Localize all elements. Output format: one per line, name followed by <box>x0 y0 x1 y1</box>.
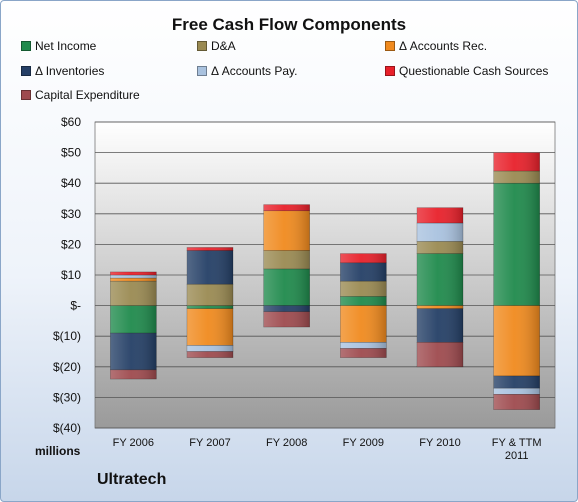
x-tick-label: FY 2006 <box>113 437 154 449</box>
legend-label: Δ Inventories <box>35 64 105 78</box>
legend-item: Δ Accounts Rec. <box>385 39 487 53</box>
legend-swatch <box>21 66 31 76</box>
legend-swatch <box>197 41 207 51</box>
legend-label: D&A <box>211 39 236 53</box>
x-tick-label: 2011 <box>505 450 529 462</box>
bar-segment-shade <box>417 342 463 367</box>
legend-item: Δ Inventories <box>21 64 104 78</box>
bar-segment-shade <box>340 296 387 306</box>
legend-swatch <box>21 41 31 51</box>
company-label: Ultratech <box>97 471 167 488</box>
bar-segment-shade <box>263 204 310 211</box>
legend-label: Δ Accounts Rec. <box>399 39 488 53</box>
bar-segment-shade <box>493 183 540 306</box>
legend-item: Questionable Cash Sources <box>385 64 548 78</box>
bar-segment-shade <box>340 348 387 358</box>
bar-segment-shade <box>110 281 157 306</box>
bar-segment-shade <box>417 308 463 343</box>
bar-segment-shade <box>340 253 387 263</box>
y-tick-label: $(30) <box>53 390 81 404</box>
y-tick-label: $(10) <box>53 329 81 343</box>
legend-item: D&A <box>197 39 236 53</box>
y-tick-label: $20 <box>61 237 81 251</box>
bar-segment-shade <box>187 351 233 358</box>
x-tick-label: FY 2009 <box>343 437 384 449</box>
bar-segment-shade <box>340 342 387 349</box>
units-label: millions <box>35 444 81 458</box>
y-tick-label: $50 <box>61 146 81 160</box>
x-tick-label: FY & TTM <box>492 437 542 449</box>
x-tick-label: FY 2010 <box>419 437 460 449</box>
bar-segment-shade <box>263 250 310 269</box>
bar-segment-shade <box>110 271 157 275</box>
bar-segment-shade <box>187 250 233 285</box>
y-tick-label: $(40) <box>53 421 81 435</box>
y-tick-label: $30 <box>61 207 81 221</box>
legend-swatch <box>21 90 31 100</box>
y-tick-label: $- <box>70 299 81 313</box>
legend-label: Δ Accounts Pay. <box>211 64 298 78</box>
bar-segment-shade <box>417 253 463 306</box>
bar-segment-shade <box>417 222 463 242</box>
bar-segment-shade <box>187 345 233 352</box>
bar-segment-shade <box>110 369 157 380</box>
legend-label: Net Income <box>35 39 97 53</box>
bar-segment-shade <box>417 305 463 309</box>
bar-segment-shade <box>187 247 233 251</box>
bar-segment-shade <box>263 268 310 306</box>
y-tick-label: $40 <box>61 176 81 190</box>
bar-segment-shade <box>493 394 540 410</box>
bar-segment-shade <box>340 305 387 343</box>
bar-segment-shade <box>493 388 540 395</box>
bar-segment-shade <box>187 308 233 346</box>
bar-segment-shade <box>263 210 310 251</box>
bar-segment-shade <box>187 305 233 309</box>
bar-segment-shade <box>263 305 310 312</box>
legend-swatch <box>197 66 207 76</box>
bar-segment-shade <box>340 262 387 282</box>
chart-title: Free Cash Flow Components <box>171 15 407 34</box>
legend-swatch <box>385 41 395 51</box>
bar-segment-shade <box>110 275 157 279</box>
bar-segment-shade <box>417 207 463 223</box>
legend-item: Δ Accounts Pay. <box>197 64 298 78</box>
y-tick-label: $10 <box>61 268 81 282</box>
legend-label: Capital Expenditure <box>35 88 140 102</box>
x-tick-label: FY 2007 <box>189 437 230 449</box>
bar-segment-shade <box>110 333 157 370</box>
bar-segment-shade <box>110 278 157 282</box>
bar-segment-shade <box>340 281 387 297</box>
bar-segment-shade <box>417 241 463 254</box>
legend-item: Capital Expenditure <box>21 88 140 102</box>
legend-swatch <box>385 66 395 76</box>
bar-segment-shade <box>493 375 540 389</box>
legend-item: Net Income <box>21 39 96 53</box>
y-tick-label: $60 <box>61 115 81 129</box>
bar-segment-shade <box>263 311 310 328</box>
x-tick-label: FY 2008 <box>266 437 307 449</box>
y-tick-label: $(20) <box>53 360 81 374</box>
bar-segment-shade <box>493 305 540 376</box>
legend-label: Questionable Cash Sources <box>399 64 549 78</box>
bar-segment-shade <box>110 305 157 334</box>
bar-segment-shade <box>493 152 540 171</box>
bar-segment-shade <box>187 284 233 306</box>
bar-segment-shade <box>493 170 540 184</box>
